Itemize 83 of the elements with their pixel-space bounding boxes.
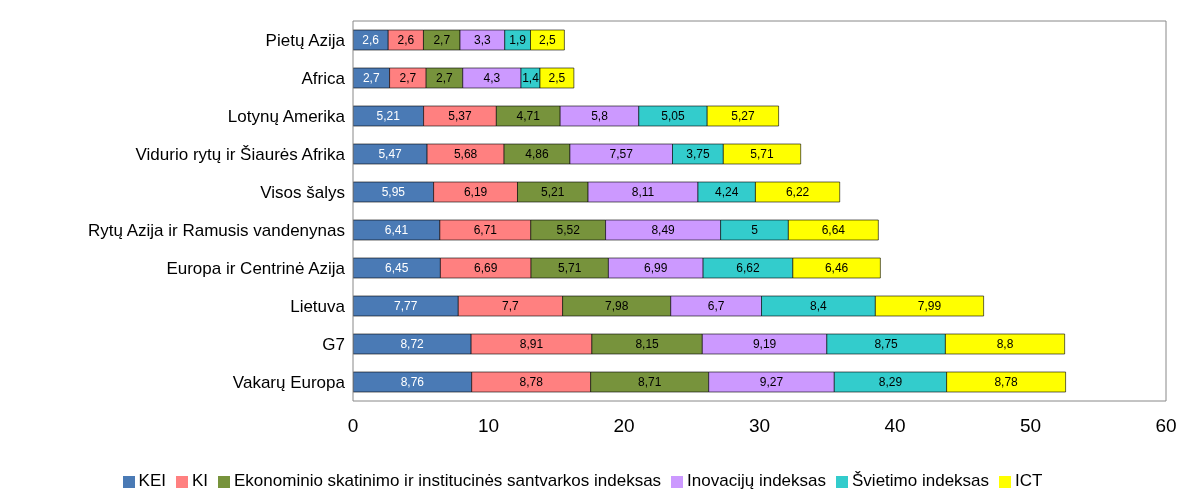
data-label: 7,77 (393, 299, 418, 314)
legend-label: Ekonominio skatinimo ir institucinės santvarkos indeksas (234, 471, 662, 490)
data-label: 1,9 (509, 33, 527, 48)
data-label: 6,69 (474, 261, 498, 276)
data-label: 5,27 (731, 109, 755, 124)
legend-label: KI (191, 471, 209, 490)
data-label: 8,71 (638, 375, 662, 390)
x-tick-label: 60 (1155, 415, 1177, 437)
data-label: 6,46 (824, 261, 849, 276)
data-label: 5,71 (558, 261, 582, 276)
data-label: 6,19 (463, 185, 488, 200)
x-tick-label: 0 (347, 415, 359, 437)
data-label: 8,4 (810, 299, 828, 314)
data-label: 3,75 (686, 147, 710, 162)
data-label: 5,95 (381, 185, 406, 200)
legend-label: ICT (1015, 471, 1043, 490)
data-label: 4,3 (483, 71, 501, 86)
data-label: 4,86 (525, 147, 550, 162)
data-label: 2,7 (436, 71, 454, 86)
x-tick-label: 20 (613, 415, 635, 437)
data-label: 5,47 (378, 147, 403, 162)
y-tick-label: Vakarų Europa (232, 373, 346, 393)
data-label: 6,99 (644, 261, 668, 276)
y-tick-label: Vidurio rytų ir Šiaurės Afrika (135, 145, 346, 165)
data-label: 6,7 (707, 299, 725, 314)
data-label: 9,27 (759, 375, 784, 390)
data-label: 4,71 (516, 109, 541, 124)
data-label: 8,75 (874, 337, 899, 352)
data-label: 7,98 (605, 299, 629, 314)
data-label: 8,76 (400, 375, 425, 390)
data-label: 8,29 (878, 375, 903, 390)
data-label: 7,99 (917, 299, 942, 314)
data-label: 5 (751, 223, 759, 238)
data-label: 4,24 (715, 185, 739, 200)
y-tick-label: Lotynų Amerika (227, 107, 346, 127)
data-label: 8,78 (994, 375, 1019, 390)
data-label: 2,7 (399, 71, 417, 86)
data-label: 5,8 (591, 109, 609, 124)
data-label: 6,45 (385, 261, 409, 276)
y-tick-label: Visos šalys (260, 183, 345, 203)
legend-label: KEI (138, 471, 166, 490)
y-tick-label: G7 (322, 335, 345, 355)
data-label: 5,21 (541, 185, 565, 200)
data-label: 7,7 (502, 299, 520, 314)
data-label: 6,22 (785, 185, 810, 200)
data-label: 2,7 (362, 71, 380, 86)
data-label: 8,11 (631, 185, 655, 200)
data-label: 2,6 (362, 33, 380, 48)
x-tick-label: 10 (477, 415, 500, 437)
y-tick-label: Rytų Azija ir Ramusis vandenynas (87, 221, 345, 241)
x-tick-label: 30 (748, 415, 771, 437)
data-label: 2,5 (539, 33, 557, 48)
data-label: 3,3 (474, 33, 492, 48)
data-label: 5,71 (750, 147, 775, 162)
data-label: 5,68 (453, 147, 478, 162)
data-label: 8,91 (519, 337, 544, 352)
data-label: 7,57 (609, 147, 634, 162)
data-label: 8,15 (635, 337, 660, 352)
data-label: 2,6 (397, 33, 415, 48)
legend-label: Švietimo indeksas (852, 471, 990, 490)
y-tick-label: Africa (301, 69, 346, 89)
x-tick-label: 50 (1019, 415, 1042, 437)
data-label: 6,62 (736, 261, 760, 276)
data-label: 5,52 (556, 223, 581, 238)
legend-label: Inovacijų indeksas (687, 471, 827, 490)
data-label: 5,37 (448, 109, 472, 124)
x-tick-label: 40 (884, 415, 906, 437)
data-label: 9,19 (752, 337, 777, 352)
y-tick-label: Europa ir Centrinė Azija (166, 259, 346, 279)
data-label: 6,41 (384, 223, 409, 238)
data-label: 5,21 (376, 109, 401, 124)
data-label: 1,4 (522, 71, 540, 86)
y-tick-label: Pietų Azija (265, 31, 346, 51)
data-label: 6,71 (473, 223, 498, 238)
data-label: 8,78 (519, 375, 544, 390)
data-label: 2,5 (548, 71, 566, 86)
data-label: 6,64 (821, 223, 846, 238)
data-label: 8,49 (651, 223, 676, 238)
data-label: 8,72 (400, 337, 425, 352)
data-label: 8,8 (996, 337, 1014, 352)
y-tick-label: Lietuva (290, 297, 346, 317)
data-label: 5,05 (661, 109, 685, 124)
data-label: 2,7 (433, 33, 451, 48)
